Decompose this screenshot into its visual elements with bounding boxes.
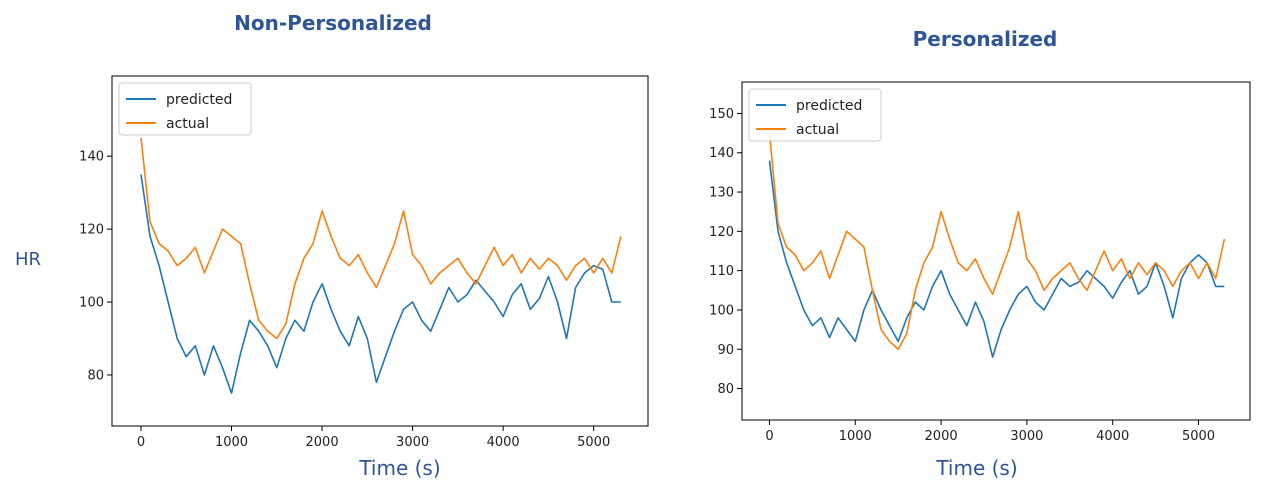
chart-non-personalized: 0 1000 2000 3000 4000 5000 80 100 120 140 predicte… <box>79 75 649 450</box>
x-tick-label: 1000 <box>215 435 248 450</box>
x-tick-label: 2000 <box>925 429 958 444</box>
y-tick-label: 90 <box>717 343 734 358</box>
right-panel-title: Personalized <box>913 27 1058 51</box>
y-tick-label: 120 <box>79 223 104 238</box>
series-line-actual <box>140 137 622 340</box>
x-tick-label: 5000 <box>1182 429 1215 444</box>
legend-label-predicted: predicted <box>166 92 232 108</box>
x-tick-label: 5000 <box>577 435 610 450</box>
x-tick-label: 0 <box>765 429 773 444</box>
x-tick-label: 2000 <box>306 435 339 450</box>
y-tick-label: 120 <box>709 225 734 240</box>
series-line-actual <box>768 133 1226 351</box>
plot-frame <box>741 81 1251 421</box>
x-tick-label: 1000 <box>839 429 872 444</box>
y-tick-label: 80 <box>717 382 734 397</box>
x-tick-label: 4000 <box>1096 429 1129 444</box>
y-tick-label: 140 <box>709 146 734 161</box>
y-tick-label: 100 <box>709 303 734 318</box>
x-tick-label: 4000 <box>487 435 520 450</box>
legend-label-predicted: predicted <box>796 98 862 114</box>
y-tick-label: 100 <box>79 296 104 311</box>
legend-label-actual: actual <box>796 122 839 138</box>
right-x-axis-label: Time (s) <box>935 456 1017 480</box>
x-tick-label: 3000 <box>396 435 429 450</box>
y-tick-label: 140 <box>79 150 104 165</box>
series-line-predicted <box>768 160 1225 358</box>
chart-personalized: 0 1000 2000 3000 4000 5000 80 90 100 110 120 130 140… <box>709 81 1251 444</box>
shared-y-axis-label: HR <box>15 249 41 270</box>
series-line-predicted <box>140 174 621 395</box>
y-tick-label: 110 <box>709 264 734 279</box>
y-tick-label: 130 <box>709 186 734 201</box>
left-x-axis-label: Time (s) <box>358 456 440 480</box>
legend-label-actual: actual <box>166 116 209 132</box>
left-panel-title: Non-Personalized <box>234 11 432 35</box>
y-tick-label: 150 <box>709 107 734 122</box>
x-tick-label: 3000 <box>1010 429 1043 444</box>
plot-frame <box>111 75 649 427</box>
x-tick-label: 0 <box>137 435 145 450</box>
y-tick-label: 80 <box>87 368 104 383</box>
